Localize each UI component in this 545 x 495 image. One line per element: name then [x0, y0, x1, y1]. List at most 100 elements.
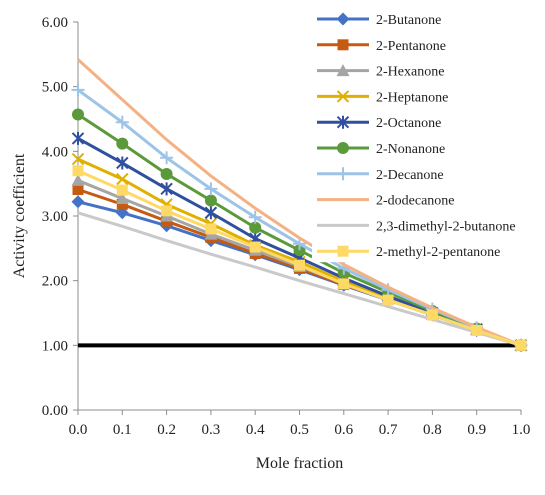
data-point: [160, 167, 173, 180]
y-axis-title: Activity coefficient: [11, 153, 28, 278]
data-point: [338, 278, 350, 290]
legend-group: 2-Butanone 2-Pentanone 2-Hexanone 2-Heptano…: [312, 8, 516, 263]
legend-item: 2-methyl-2-pentanone: [312, 240, 512, 263]
data-point: [116, 156, 129, 170]
legend-background: [312, 188, 512, 211]
series-group: [71, 58, 528, 352]
series-8: [77, 211, 522, 347]
legend-item: 2-Decanone: [312, 162, 512, 185]
data-point: [205, 223, 217, 235]
series-9: [72, 165, 527, 351]
y-tick-label: 6.00: [42, 15, 68, 31]
data-point: [72, 183, 84, 195]
legend-background: [312, 240, 512, 263]
data-point: [71, 195, 85, 209]
legend-label: 2-dodecanone: [376, 194, 455, 209]
data-point: [72, 108, 84, 121]
legend-label: 2,3-dimethyl-2-butanone: [376, 219, 516, 234]
x-tick-label: 0.9: [467, 422, 486, 438]
legend-label: 2-Pentanone: [376, 39, 446, 54]
legend-item: 2-Pentanone: [312, 33, 512, 56]
legend-item: 2,3-dimethyl-2-butanone: [312, 214, 516, 237]
data-point: [336, 167, 350, 181]
data-point: [336, 64, 350, 77]
data-point: [336, 90, 350, 103]
data-point: [115, 115, 129, 129]
x-tick-label: 0.6: [334, 422, 353, 438]
legend-background: [312, 137, 512, 159]
legend-item: 2-Hexanone: [312, 59, 512, 82]
legend-label: 2-methyl-2-pentanone: [376, 245, 500, 260]
data-point: [160, 151, 174, 165]
legend-background: [312, 111, 512, 134]
legend-background: [312, 59, 512, 82]
data-point: [382, 294, 394, 306]
data-point: [116, 137, 129, 150]
data-point: [249, 241, 261, 253]
legend-background: [312, 214, 512, 237]
series-7: [76, 58, 522, 347]
legend-background: [312, 85, 512, 108]
x-tick-label: 0.1: [113, 422, 132, 438]
legend-label: 2-Octanone: [376, 116, 441, 131]
data-point: [71, 131, 85, 145]
data-point: [116, 198, 128, 210]
legend-item: 2-Butanone: [312, 8, 512, 30]
data-point: [161, 205, 173, 217]
legend-label: 2-Butanone: [376, 13, 441, 28]
x-tick-label: 0.5: [290, 422, 309, 438]
legend-background: [312, 8, 512, 30]
x-tick-label: 0.7: [379, 422, 398, 438]
legend-background: [312, 162, 512, 185]
axes-group: 0.00 1.00 2.00 3.00 4.00 5.00 6.00 0.0 0.1 0.2 0.3…: [42, 15, 531, 438]
data-point: [204, 206, 218, 220]
data-point: [116, 172, 129, 186]
y-tick-label: 3.00: [42, 209, 68, 225]
x-tick-label: 0.0: [69, 422, 88, 438]
data-point: [204, 194, 217, 207]
y-tick-label: 5.00: [42, 80, 68, 96]
data-point: [115, 192, 129, 205]
legend-background: [312, 33, 512, 56]
x-tick-label: 0.8: [423, 422, 442, 438]
data-point: [294, 259, 305, 271]
data-point: [336, 115, 350, 129]
series-line: [77, 211, 522, 347]
data-point: [204, 182, 218, 196]
data-point: [337, 142, 349, 154]
legend-label: 2-Hexanone: [376, 65, 444, 80]
data-point: [160, 182, 173, 196]
data-point: [72, 165, 84, 177]
data-point: [248, 210, 262, 224]
data-point: [471, 324, 483, 336]
y-tick-label: 2.00: [42, 274, 68, 290]
y-tick-label: 1.00: [42, 338, 68, 354]
data-point: [71, 152, 85, 166]
series-line: [76, 58, 522, 347]
data-point: [515, 339, 527, 351]
data-point: [71, 83, 85, 97]
data-point: [426, 309, 438, 321]
data-point: [337, 39, 349, 51]
legend-label: 2-Nonanone: [376, 142, 445, 157]
legend-item: 2-dodecanone: [312, 188, 512, 211]
data-point: [71, 173, 85, 186]
legend-label: 2-Heptanone: [376, 90, 448, 105]
x-tick-label: 1.0: [512, 422, 531, 438]
y-tick-label: 0.00: [42, 403, 68, 419]
data-point: [337, 245, 349, 257]
y-tick-label: 4.00: [42, 144, 68, 160]
x-tick-label: 0.2: [157, 422, 176, 438]
legend-label: 2-Decanone: [376, 168, 444, 183]
x-tick-label: 0.4: [246, 422, 265, 438]
legend-item: 2-Octanone: [312, 111, 512, 134]
data-point: [336, 12, 350, 26]
data-point: [116, 184, 128, 196]
legend-item: 2-Heptanone: [312, 85, 512, 108]
x-axis-title: Mole fraction: [256, 455, 344, 472]
legend-item: 2-Nonanone: [312, 137, 512, 159]
data-point: [249, 221, 262, 234]
x-tick-label: 0.3: [202, 422, 221, 438]
